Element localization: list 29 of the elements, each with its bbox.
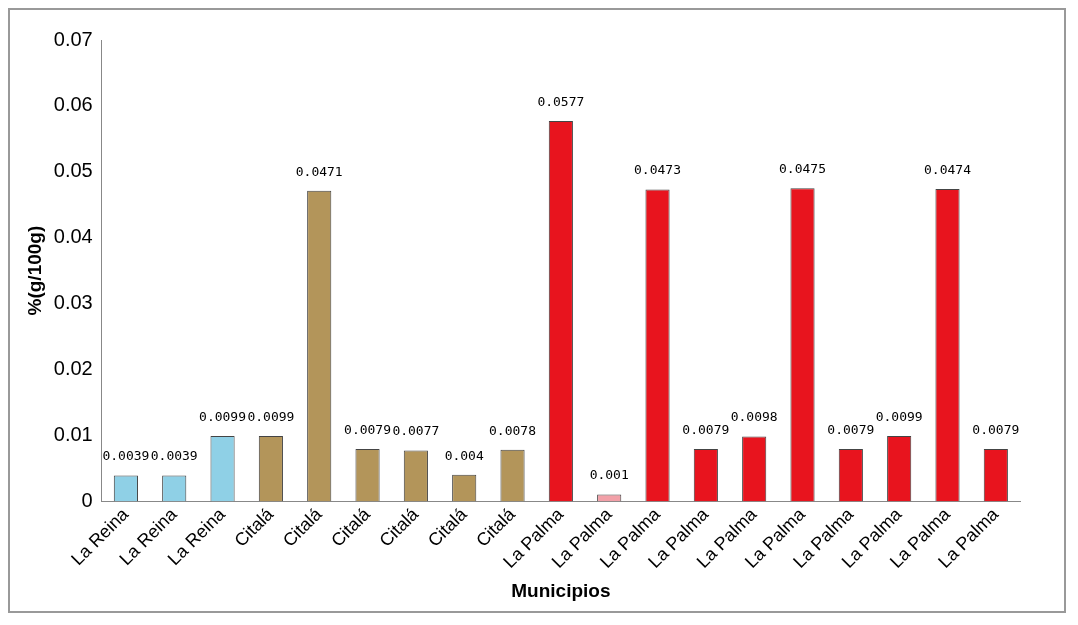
data-label: 0.0099 [247, 408, 295, 424]
data-label: 0.0078 [489, 422, 537, 438]
data-label: 0.0039 [150, 448, 198, 464]
y-tick-label: 0.03 [53, 291, 93, 314]
data-label: 0.0079 [682, 421, 730, 437]
data-label: 0.001 [589, 467, 629, 483]
data-label: 0.0098 [730, 409, 778, 425]
y-axis-title: %(g/100g) [23, 225, 45, 316]
data-label: 0.0475 [779, 161, 826, 177]
y-tick-label: 0.02 [53, 356, 93, 379]
data-label: 0.0099 [875, 408, 923, 424]
y-tick-label: 0.05 [53, 159, 93, 182]
y-tick-label: 0.04 [53, 225, 93, 248]
data-label: 0.0079 [344, 421, 392, 437]
data-label: 0.0473 [634, 162, 682, 178]
y-tick-label: 0.07 [53, 27, 93, 50]
y-tick-label: 0.01 [53, 422, 93, 445]
y-tick-label: 0 [81, 488, 93, 511]
data-label: 0.0079 [827, 421, 875, 437]
data-label: 0.004 [444, 447, 484, 463]
x-axis-title: Municipios [511, 579, 611, 601]
data-label: 0.0039 [102, 448, 150, 464]
y-tick-label: 0.06 [53, 93, 93, 116]
data-label: 0.0471 [295, 163, 343, 179]
data-label: 0.0077 [392, 423, 440, 439]
data-label: 0.0474 [924, 161, 972, 177]
data-label: 0.0079 [972, 421, 1020, 437]
data-label: 0.0099 [199, 408, 247, 424]
data-label: 0.0577 [537, 93, 585, 109]
